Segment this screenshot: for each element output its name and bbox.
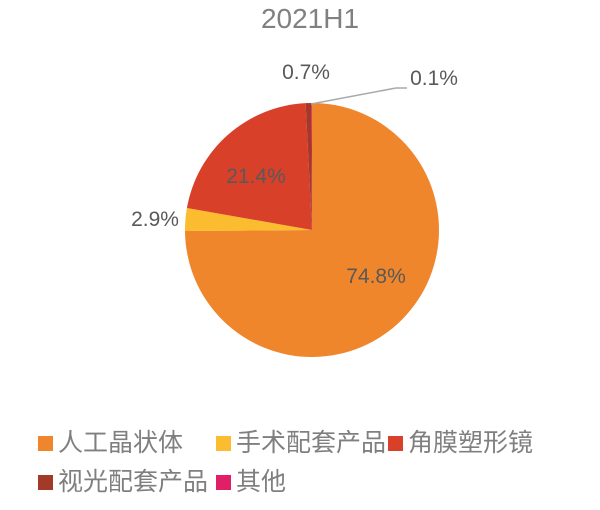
legend-label-0: 人工晶状体 xyxy=(58,429,184,457)
pie-value-label-other: 0.1% xyxy=(410,67,458,90)
legend-item-0: 人工晶状体 xyxy=(38,428,183,458)
pie-value-label-ortho-k: 21.4% xyxy=(226,165,286,188)
pie-slice-1 xyxy=(184,207,312,231)
chart-title: 2021H1 xyxy=(260,3,360,34)
pie-value-label-surgical: 2.9% xyxy=(131,208,179,231)
legend-swatch-3 xyxy=(38,474,53,490)
legend-swatch-2 xyxy=(388,435,403,451)
legend-swatch-0 xyxy=(38,435,53,451)
leader-line xyxy=(310,87,407,105)
legend-swatch-1 xyxy=(216,435,231,451)
legend-row-2: 视光配套产品 其他 xyxy=(0,467,600,497)
pie-slice-2 xyxy=(186,103,312,230)
pie-value-label-optical: 0.7% xyxy=(282,61,330,84)
legend-label-2: 角膜塑形镜 xyxy=(408,429,534,457)
legend-row-1: 人工晶状体 手术配套产品 角膜塑形镜 xyxy=(0,428,600,458)
legend-item-4: 其他 xyxy=(216,467,286,497)
pie-value-label-iol: 74.8% xyxy=(346,265,406,288)
pie-slice-0 xyxy=(185,103,439,357)
legend-label-3: 视光配套产品 xyxy=(58,468,209,496)
legend-swatch-4 xyxy=(216,474,231,490)
legend-label-4: 其他 xyxy=(236,468,287,496)
legend-item-2: 角膜塑形镜 xyxy=(388,428,533,458)
pie-slice-3 xyxy=(305,103,312,230)
legend-item-3: 视光配套产品 xyxy=(38,467,208,497)
legend-label-1: 手术配套产品 xyxy=(236,429,387,457)
pie-slice-4 xyxy=(311,102,312,230)
legend-item-1: 手术配套产品 xyxy=(216,428,386,458)
